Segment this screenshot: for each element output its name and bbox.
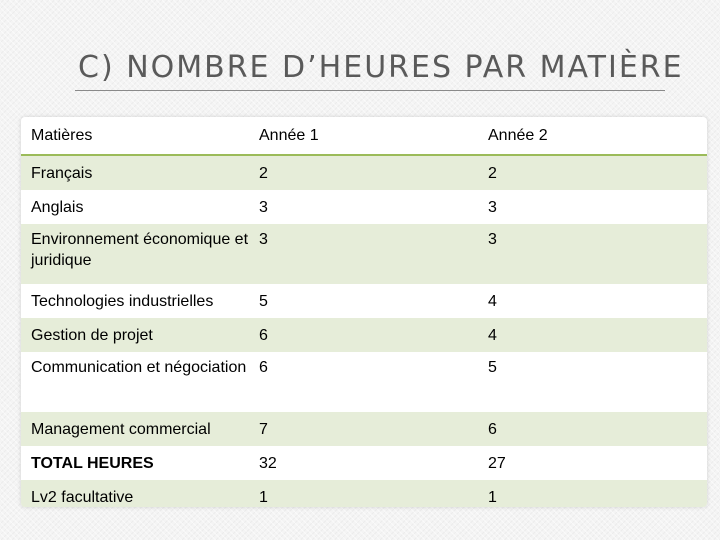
subject-cell: Anglais [31, 198, 84, 216]
table-row: Communication et négociation 6 5 [21, 352, 707, 412]
table-row: Management commercial 7 6 [21, 412, 707, 446]
header-year-2: Année 2 [478, 117, 707, 156]
title-underline [75, 90, 665, 91]
table-row: Technologies industrielles 5 4 [21, 284, 707, 318]
table-row-total: TOTAL HEURES 32 27 [21, 446, 707, 480]
hours-table-container: Matières Année 1 Année 2 Français 2 2 An… [21, 117, 707, 507]
year-2-cell: 6 [478, 412, 707, 446]
year-2-cell: 3 [488, 198, 497, 216]
table-row: Lv2 facultative 1 1 [21, 480, 707, 507]
year-1-cell: 5 [259, 292, 268, 310]
table-row: Anglais 3 3 [21, 190, 707, 224]
year-1-cell: 2 [249, 155, 478, 190]
year-1-cell: 6 [259, 359, 268, 376]
year-2-total: 27 [488, 454, 506, 472]
subject-cell: Management commercial [21, 412, 249, 446]
year-1-cell: 3 [259, 198, 268, 216]
table-row: Gestion de projet 6 4 [21, 318, 707, 352]
subject-cell: Technologies industrielles [31, 292, 214, 310]
table-row: Environnement économique et juridique 3 … [21, 224, 707, 284]
year-2-cell: 5 [488, 359, 497, 376]
total-label: TOTAL HEURES [31, 454, 154, 472]
year-1-cell: 7 [249, 412, 478, 446]
year-1-cell: 3 [249, 224, 478, 284]
year-2-cell: 1 [478, 480, 707, 507]
subject-cell: Français [21, 155, 249, 190]
header-subjects: Matières [21, 117, 249, 156]
table-row: Français 2 2 [21, 155, 707, 190]
subject-cell: Lv2 facultative [21, 480, 249, 507]
table-header-row: Matières Année 1 Année 2 [21, 117, 707, 156]
year-2-cell: 4 [488, 292, 497, 310]
header-year-1: Année 1 [249, 117, 478, 156]
subject-cell: Gestion de projet [21, 318, 249, 352]
year-1-total: 32 [259, 454, 277, 472]
subject-cell: Environnement économique et juridique [21, 224, 249, 284]
page-title: C) NOMBRE D’HEURES PAR MATIÈRE [78, 50, 684, 85]
hours-table: Matières Année 1 Année 2 Français 2 2 An… [21, 117, 707, 507]
year-2-cell: 3 [478, 224, 707, 284]
year-1-cell: 1 [249, 480, 478, 507]
subject-cell: Communication et négociation [31, 359, 247, 376]
year-1-cell: 6 [249, 318, 478, 352]
year-2-cell: 4 [478, 318, 707, 352]
year-2-cell: 2 [478, 155, 707, 190]
